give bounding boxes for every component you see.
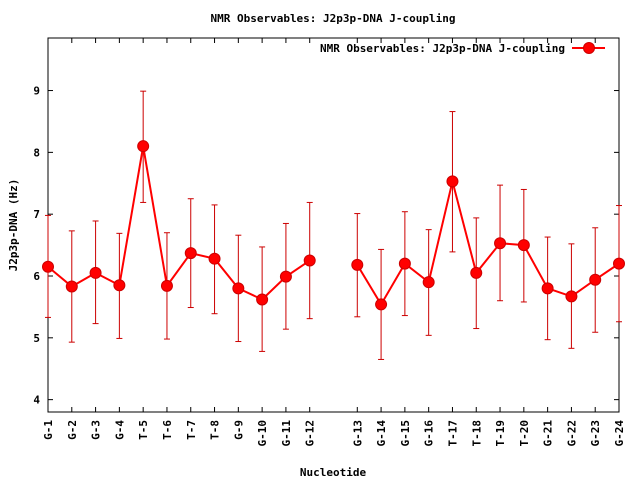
x-tick-label: T-19: [494, 420, 507, 447]
x-tick-label: T-18: [470, 420, 483, 447]
data-point: [375, 298, 388, 311]
x-tick-label: G-24: [613, 420, 626, 447]
data-point: [184, 247, 197, 260]
data-point: [589, 273, 602, 286]
data-point: [613, 257, 625, 270]
x-tick-label: G-15: [399, 420, 412, 447]
data-point: [422, 276, 435, 289]
data-point: [42, 260, 54, 273]
legend: NMR Observables: J2p3p-DNA J-coupling: [320, 42, 605, 55]
x-tick-label: T-8: [209, 420, 222, 440]
x-tick-label: T-20: [518, 420, 531, 447]
plot-area: [47, 37, 620, 413]
data-points: [42, 140, 625, 311]
data-point: [208, 252, 221, 265]
data-point: [541, 282, 554, 295]
chart-title: NMR Observables: J2p3p-DNA J-coupling: [210, 12, 455, 25]
y-tick-label: 4: [33, 394, 40, 407]
x-tick-label: G-23: [589, 420, 602, 447]
data-point: [303, 254, 316, 267]
series-lines: [47, 146, 620, 307]
plot-frame: [47, 37, 620, 413]
y-tick-label: 7: [33, 208, 40, 221]
data-point: [494, 237, 507, 250]
series-line: [356, 181, 620, 307]
x-tick-label: G-11: [280, 420, 293, 447]
y-axis-label: J2p3p-DNA (Hz): [7, 179, 20, 272]
data-point: [470, 266, 483, 279]
x-tick-label: T-5: [137, 420, 150, 440]
x-tick-label: G-3: [90, 420, 103, 440]
y-tick-label: 5: [33, 332, 40, 345]
series-line: [47, 146, 311, 301]
x-tick-label: G-12: [304, 420, 317, 447]
y-axis-ticks: 4 5 6 7 8 9: [33, 85, 619, 407]
legend-marker: [583, 42, 595, 54]
error-bars: [45, 90, 622, 360]
data-point: [517, 239, 530, 252]
data-point: [446, 175, 459, 188]
data-point: [256, 293, 269, 306]
x-tick-label: G-22: [565, 420, 578, 447]
x-tick-label: T-7: [185, 420, 198, 440]
data-point: [65, 280, 78, 293]
x-tick-label: G-13: [351, 420, 364, 447]
y-tick-label: 8: [33, 146, 40, 159]
data-point: [398, 257, 411, 270]
data-point: [113, 279, 126, 292]
y-tick-label: 9: [33, 85, 40, 98]
data-point: [232, 282, 245, 295]
x-tick-label: G-21: [542, 420, 555, 447]
x-axis-ticks: G-1 G-2 G-3 G-4 T-5 T-6 T-7 T-8 G-9 G-10 G-11 G-12 G…: [42, 38, 626, 447]
data-point: [351, 258, 364, 271]
x-tick-label: G-14: [375, 420, 388, 447]
data-point: [279, 270, 292, 283]
data-point: [137, 140, 150, 153]
x-tick-label: G-2: [66, 420, 79, 440]
data-point: [89, 266, 102, 279]
x-tick-label: G-10: [256, 420, 269, 447]
data-point: [160, 279, 173, 292]
x-tick-label: G-1: [42, 420, 55, 440]
legend-label: NMR Observables: J2p3p-DNA J-coupling: [320, 42, 565, 55]
x-tick-label: T-6: [161, 420, 174, 440]
x-tick-label: G-4: [113, 420, 126, 440]
x-axis-label: Nucleotide: [300, 466, 367, 479]
x-tick-label: G-9: [232, 420, 245, 440]
data-point: [565, 290, 578, 303]
x-tick-label: T-17: [446, 420, 459, 447]
y-tick-label: 6: [33, 270, 40, 283]
x-tick-label: G-16: [423, 420, 436, 447]
